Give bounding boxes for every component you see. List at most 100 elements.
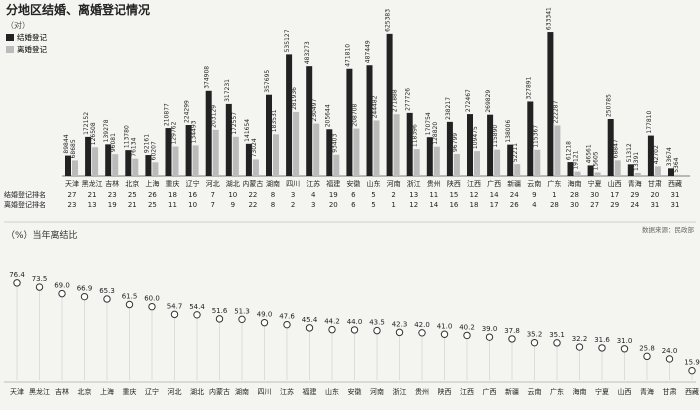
bar-value-label-divorce: 68685: [70, 139, 77, 158]
rank-cell: 30: [590, 191, 599, 199]
bar-divorce: [72, 160, 78, 176]
bar-value-label-divorce: 129762: [171, 121, 178, 144]
ratio-value-label: 69.0: [54, 282, 70, 290]
category-label: 山西: [608, 179, 622, 188]
bar-value-label-marriage: 483273: [304, 41, 311, 64]
bar-marriage: [65, 155, 71, 176]
ratio-series-group: 76.4 73.5 69.0 66.9 65.3 61.5 60.0 54.7 54.4 51.6…: [4, 271, 700, 383]
bar-marriage: [346, 68, 353, 176]
rank-cell: 18: [168, 191, 177, 199]
rank-cell: 23: [108, 191, 117, 199]
category-label: 湖北: [190, 387, 204, 396]
category-label: 福建: [303, 387, 317, 396]
bar-marriage: [85, 136, 92, 176]
bar-value-label-marriage: 51312: [626, 143, 633, 162]
ratio-value-label: 45.4: [302, 316, 318, 324]
bar-value-label-divorce: 244482: [372, 95, 379, 118]
category-label: 西藏: [668, 179, 682, 188]
ratio-dot: [283, 320, 291, 329]
rank-cell: 2: [391, 191, 395, 199]
ratio-value-label: 31.6: [594, 336, 610, 344]
category-label: 广西: [483, 387, 497, 396]
rank-cell: 19: [329, 191, 338, 199]
ratio-value-label: 47.6: [279, 313, 295, 321]
bar-divorce: [574, 171, 581, 176]
ratio-value-label: 40.2: [459, 323, 475, 331]
category-label: 四川: [258, 388, 272, 396]
category-label: 新疆: [507, 179, 521, 188]
ratio-dot: [260, 318, 269, 327]
bar-divorce: [252, 159, 259, 176]
bar-marriage: [647, 135, 654, 176]
category-label: 海南: [573, 387, 587, 396]
category-label: 上海: [100, 387, 114, 396]
category-label: 广东: [550, 387, 564, 396]
category-label: 内蒙古: [242, 179, 263, 188]
ratio-value-label: 37.8: [504, 327, 520, 335]
category-label: 河南: [387, 179, 401, 188]
bar-divorce: [333, 154, 340, 176]
rank-cell: 22: [248, 201, 257, 209]
category-label: 河南: [370, 387, 384, 396]
ratio-value-label: 35.1: [549, 331, 565, 339]
bar-value-label-divorce: 128820: [432, 122, 439, 145]
bar-value-label-marriage: 33674: [666, 147, 673, 166]
rank-cell: 14: [490, 191, 499, 199]
rank-cell: 6: [351, 191, 356, 199]
category-label: 重庆: [123, 387, 137, 396]
bar-divorce: [232, 136, 239, 176]
rank-cell: 31: [671, 201, 680, 209]
rank-cell: 26: [510, 201, 519, 209]
category-label: 河北: [206, 180, 220, 188]
rank-cell: 7: [210, 191, 214, 199]
bar-marriage: [165, 128, 172, 176]
ratio-dot: [575, 343, 584, 351]
bar-value-label-divorce: 52211: [512, 143, 519, 162]
bar-marriage: [406, 112, 413, 176]
bar-marriage: [507, 144, 514, 176]
bar-value-label-marriage: 535127: [284, 29, 291, 52]
category-label: 内蒙古: [209, 387, 230, 396]
ratio-value-label: 43.5: [369, 319, 385, 327]
category-label: 安徽: [348, 387, 362, 396]
category-label: 贵州: [415, 387, 429, 396]
ratio-dot: [305, 324, 314, 332]
category-label: 湖南: [235, 387, 249, 396]
ratio-dot: [193, 311, 201, 319]
ratio-value-label: 42.0: [414, 321, 430, 329]
category-label: 湖南: [266, 179, 280, 188]
bar-divorce: [313, 123, 320, 176]
bar-value-label-marriage: 210877: [164, 103, 171, 126]
ratio-value-label: 41.0: [437, 322, 453, 330]
category-label: 甘肃: [648, 179, 662, 188]
ratio-value-label: 51.6: [212, 307, 228, 315]
category-label: 山东: [367, 179, 381, 188]
category-label: 青海: [640, 387, 654, 396]
bar-value-label-marriage: 170754: [425, 112, 432, 135]
bar-divorce: [92, 147, 99, 176]
ratio-value-label: 31.0: [617, 337, 633, 345]
category-label: 黑龙江: [82, 179, 103, 188]
bar-value-label-divorce: 115890: [492, 125, 499, 148]
rank-cell: 8: [271, 201, 275, 209]
rank-cell: 28: [550, 201, 559, 209]
bar-value-label-divorce: 96081: [110, 133, 117, 152]
rank-cell: 30: [570, 201, 579, 209]
category-label: 新疆: [505, 387, 519, 396]
bar-value-label-divorce: 126508: [90, 122, 97, 145]
bar-value-label-divorce: 60207: [150, 141, 157, 160]
bar-marriage: [245, 143, 252, 176]
bar-marriage: [205, 90, 212, 176]
bar-marriage: [567, 162, 574, 176]
bar-value-label-divorce: 271888: [392, 89, 399, 112]
bar-marriage: [547, 32, 554, 176]
ratio-dot: [350, 326, 359, 334]
bottom-chart-title: （%）当年离结比: [6, 229, 78, 241]
rank-cell: 9: [231, 201, 235, 209]
legend-swatch-divorce: [6, 46, 14, 53]
rank-cell: 20: [329, 201, 338, 209]
rank-cell: 2: [291, 201, 295, 209]
category-label: 河北: [168, 388, 182, 396]
bar-divorce: [192, 145, 199, 176]
